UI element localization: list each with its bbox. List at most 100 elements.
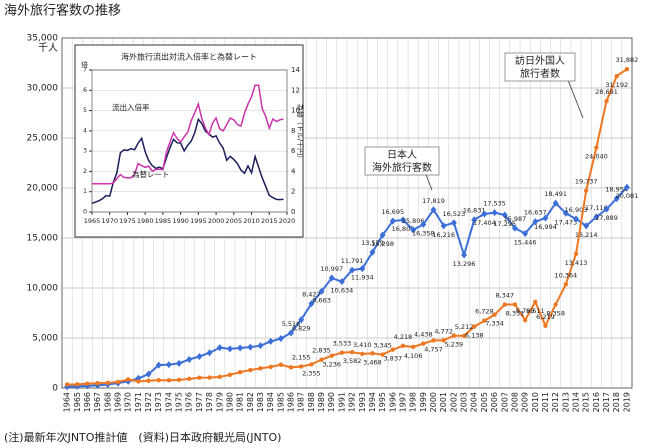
- point: [196, 352, 203, 360]
- data-label: 17,295: [493, 220, 516, 228]
- point: [216, 344, 223, 352]
- data-label: 5,212: [455, 323, 474, 331]
- y-tick-label: 5,000: [32, 334, 58, 344]
- point: [400, 343, 406, 349]
- point: [441, 338, 446, 343]
- data-label: 6,790: [516, 307, 535, 315]
- x-tick-label: 1985: [276, 392, 285, 412]
- x-tick-label: 1997: [398, 392, 407, 412]
- annotation: 日本人: [387, 148, 417, 161]
- x-tick-label: 1992: [348, 392, 357, 412]
- point: [95, 381, 100, 386]
- data-label: 3,837: [383, 355, 402, 363]
- point: [594, 145, 599, 150]
- point: [227, 372, 233, 378]
- data-label: 13,579: [361, 239, 384, 247]
- x-tick-label: 2008: [510, 392, 519, 412]
- data-label: 24,040: [585, 153, 608, 161]
- y-tick-label: 2: [83, 168, 87, 175]
- x-tick-label: 2007: [500, 392, 509, 412]
- x-tick-label: 2016: [592, 392, 601, 412]
- x-tick-label: 2006: [490, 392, 499, 412]
- point: [430, 206, 437, 214]
- point: [226, 345, 233, 353]
- x-tick-label: 1988: [307, 392, 316, 412]
- point: [359, 265, 366, 273]
- x-tick-label: 1975: [119, 217, 136, 225]
- y2-axis-label: 為替（ドル/千円）: [296, 104, 305, 162]
- y-tick-label: 10,000: [27, 284, 59, 294]
- x-tick-label: 1975: [175, 392, 184, 412]
- plot-frame: [61, 37, 633, 389]
- point: [502, 302, 507, 307]
- x-tick-label: 2017: [602, 392, 611, 412]
- annotation: 旅行者数: [520, 67, 560, 80]
- point: [277, 335, 284, 343]
- x-tick-label: 2018: [612, 392, 621, 412]
- y2-tick-label: 0: [291, 208, 295, 216]
- point: [604, 98, 609, 104]
- data-label: 15,987: [504, 215, 527, 223]
- data-label: 15,298: [371, 240, 394, 248]
- data-label: 15,806: [402, 217, 425, 225]
- point: [471, 216, 478, 224]
- point: [491, 209, 498, 217]
- point: [573, 215, 580, 223]
- x-tick-label: 1974: [164, 392, 173, 412]
- y2-tick-label: 10: [291, 107, 300, 115]
- x-tick-label: 2004: [470, 392, 479, 412]
- inset-title: 海外旅行流出対流入倍率と為替レート: [121, 52, 257, 62]
- data-label: 18,954: [605, 185, 628, 193]
- callout-line: [567, 79, 584, 119]
- x-tick-label: 1993: [358, 392, 367, 412]
- point: [258, 366, 263, 371]
- series-label: 為替レート: [132, 169, 170, 179]
- data-label: 6,829: [292, 325, 311, 333]
- point: [349, 266, 356, 274]
- point: [562, 209, 569, 217]
- x-tick-label: 2019: [622, 392, 631, 412]
- data-label: 17,889: [595, 214, 618, 222]
- point: [583, 188, 589, 193]
- point: [461, 333, 467, 339]
- point: [369, 248, 376, 256]
- x-tick-label: 1999: [419, 392, 428, 412]
- point: [166, 378, 172, 383]
- y-tick-label: 25,000: [27, 134, 59, 144]
- x-tick-label: 1980: [225, 392, 234, 412]
- point: [461, 251, 468, 259]
- data-label: 8,358: [546, 309, 565, 317]
- data-label: 4,438: [414, 331, 433, 339]
- point: [155, 361, 162, 369]
- point: [360, 351, 365, 357]
- inset-plot-frame: [91, 69, 288, 213]
- x-tick-label: 1990: [327, 392, 336, 412]
- data-label: 16,216: [432, 231, 455, 239]
- point: [492, 312, 497, 317]
- data-label: 16,523: [443, 210, 466, 218]
- point: [389, 217, 396, 225]
- x-tick-label: 1987: [297, 392, 306, 412]
- x-tick-label: 2005: [480, 392, 489, 412]
- y2-tick-label: 8: [291, 127, 295, 135]
- x-tick-label: 2015: [261, 217, 278, 225]
- inset-box: [74, 44, 304, 238]
- data-label: 13,296: [453, 260, 476, 268]
- point: [472, 324, 477, 329]
- point: [370, 351, 375, 356]
- data-label: 2,355: [302, 369, 321, 377]
- data-label: 16,903: [565, 206, 588, 214]
- point: [501, 211, 508, 219]
- data-label: 5,239: [445, 341, 464, 349]
- data-label: 6,728: [475, 308, 494, 316]
- point: [482, 318, 487, 323]
- x-tick-label: 1965: [73, 392, 82, 412]
- point: [146, 378, 151, 383]
- x-tick-label: 1966: [83, 392, 92, 412]
- y-unit: 千人: [38, 42, 58, 54]
- point: [136, 379, 141, 384]
- data-label: 11,934: [351, 274, 374, 282]
- point: [85, 381, 90, 386]
- point: [450, 219, 457, 227]
